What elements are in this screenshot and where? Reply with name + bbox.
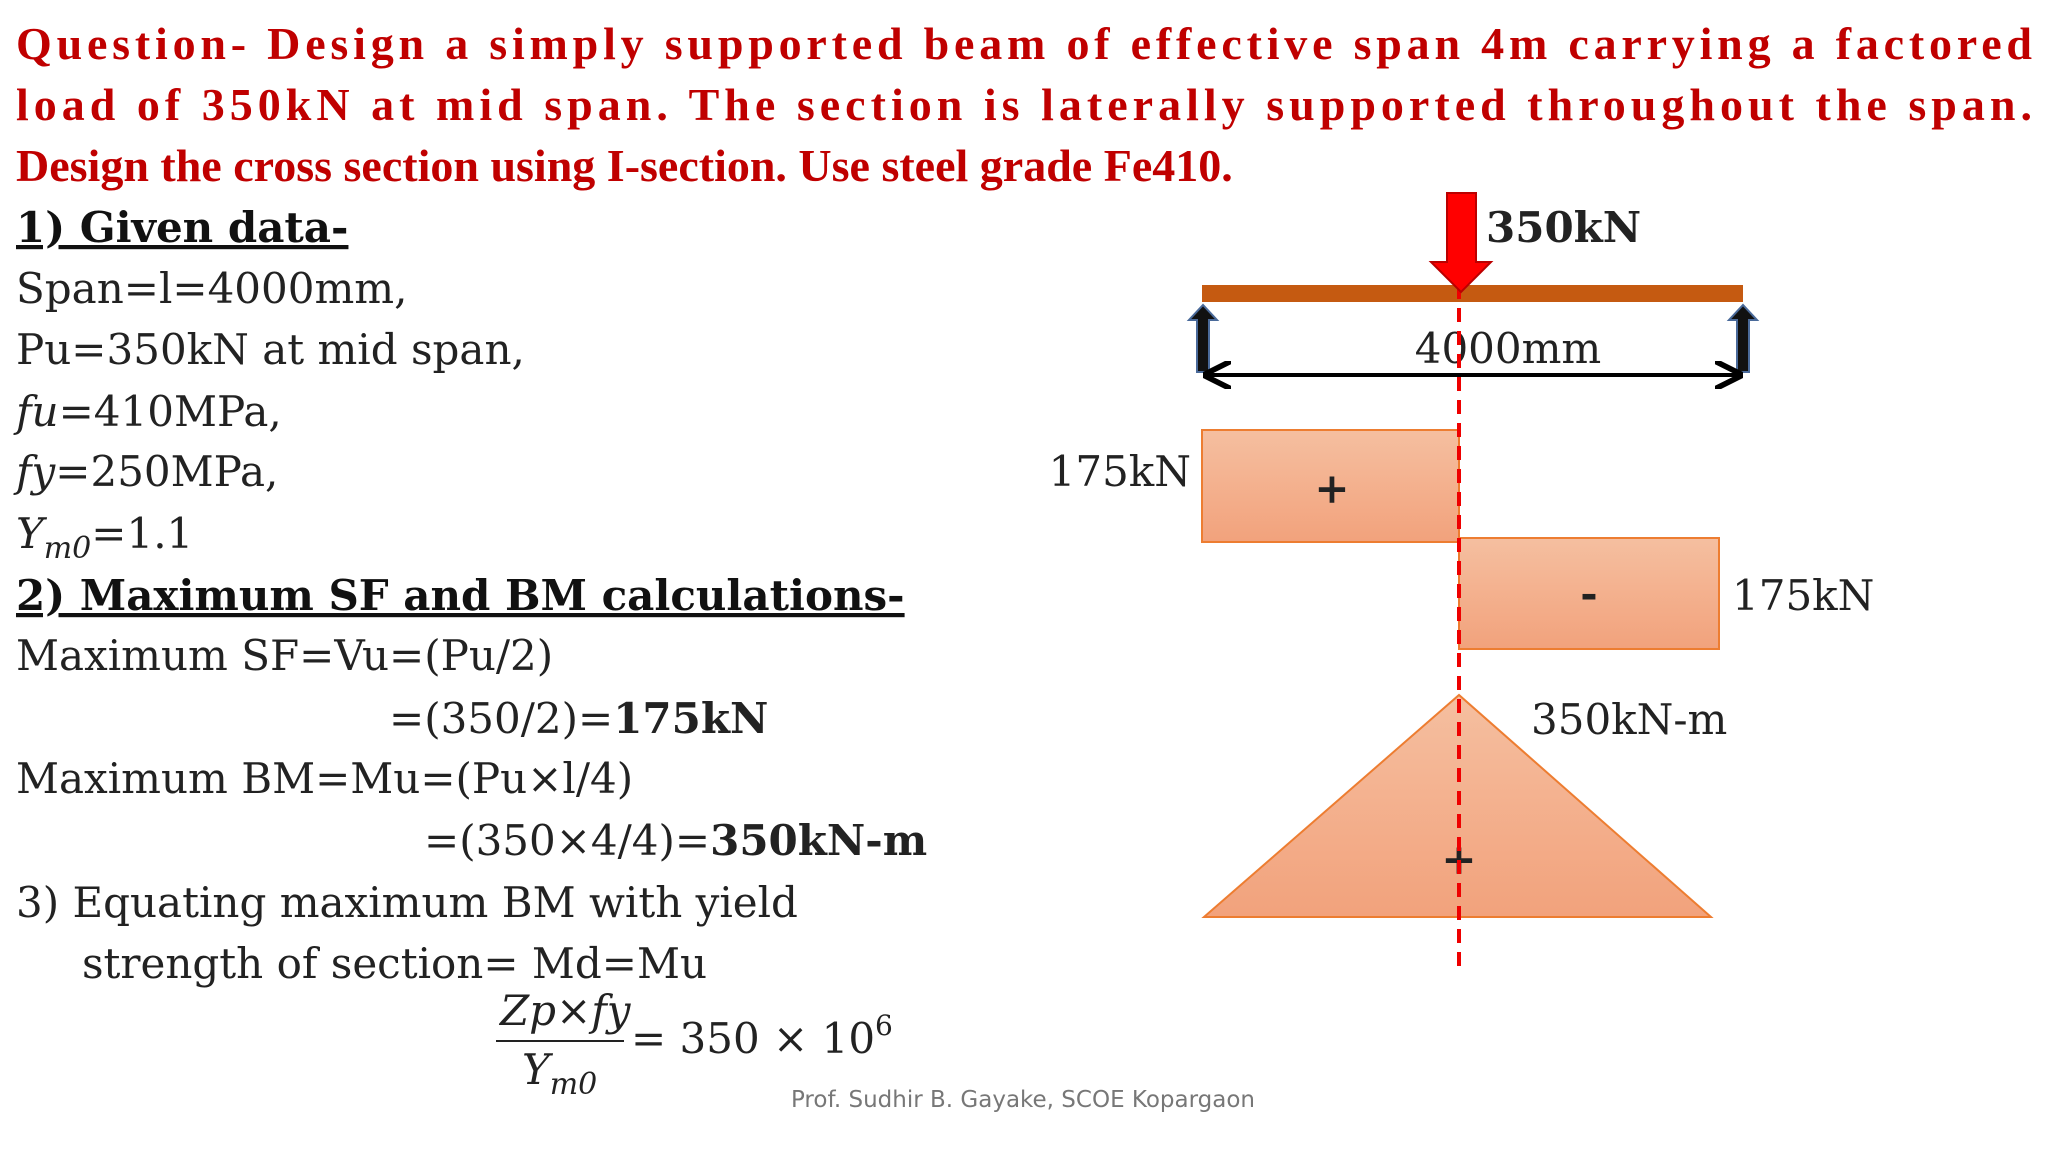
sfd-sign: +: [1314, 464, 1349, 513]
symbol: fy: [13, 447, 57, 496]
result: 350kN-m: [710, 816, 927, 865]
sfd-positive: [1201, 429, 1460, 543]
numerator: Zp×fy: [498, 986, 632, 1035]
calc-line: =(350/2)=175kN: [389, 694, 768, 743]
value: =1.1: [91, 509, 193, 558]
support-arrow: [1186, 303, 1220, 373]
section-heading: 1) Given data-: [16, 203, 348, 252]
given-line: Pu=350kN at mid span,: [16, 325, 525, 374]
given-line: fu=410MPa,: [13, 387, 282, 436]
given-line: Υm0=1.1: [16, 509, 193, 566]
load-label: 350kN: [1486, 203, 1641, 252]
rhs: = 350 × 10: [631, 1014, 875, 1063]
equation-rhs: = 350 × 106: [631, 1009, 893, 1063]
calc-line: =(350×4/4)=350kN-m: [424, 816, 927, 865]
given-line: Span=l=4000mm,: [16, 264, 407, 313]
beam: [1202, 285, 1743, 302]
span-label: 4000mm: [1415, 324, 1602, 373]
calc-line: Maximum SF=Vu=(Pu/2): [16, 631, 553, 680]
denominator: Υm0: [522, 1045, 597, 1102]
question-line: Design the cross section using I-section…: [16, 140, 1233, 191]
symbol: fu: [13, 387, 59, 436]
given-line: fy=250MPa,: [13, 447, 278, 496]
subscript: m0: [550, 1067, 598, 1102]
footer: Prof. Sudhir B. Gayake, SCOE Kopargaon: [791, 1087, 1255, 1113]
sfd-label: 175kN: [1049, 447, 1191, 496]
result: 175kN: [613, 694, 768, 743]
expr: =(350/2)=: [389, 694, 613, 743]
bmd-label: 350kN-m: [1531, 695, 1727, 744]
exponent: 6: [875, 1009, 893, 1042]
sfd-negative: [1458, 537, 1720, 650]
sfd-label: 175kN: [1732, 571, 1874, 620]
step-line: 3) Equating maximum BM with yield: [16, 878, 798, 927]
sfd-sign: -: [1580, 569, 1597, 618]
expr: =(350×4/4)=: [424, 816, 710, 865]
question-line: Question- Design a simply supported beam…: [16, 18, 2032, 69]
subscript: m0: [44, 531, 92, 566]
value: =250MPa,: [55, 447, 278, 496]
support-arrow: [1726, 303, 1760, 373]
symbol: Υ: [16, 509, 48, 558]
calc-line: Maximum BM=Mu=(Pu×l/4): [16, 754, 633, 803]
step-line: strength of section= Md=Mu: [82, 939, 707, 988]
section-heading: 2) Maximum SF and BM calculations-: [16, 571, 905, 620]
load-arrow: [1428, 192, 1494, 294]
symbol: Υ: [522, 1045, 554, 1094]
value: =410MPa,: [59, 387, 282, 436]
question-line: load of 350kN at mid span. The section i…: [16, 79, 2032, 130]
